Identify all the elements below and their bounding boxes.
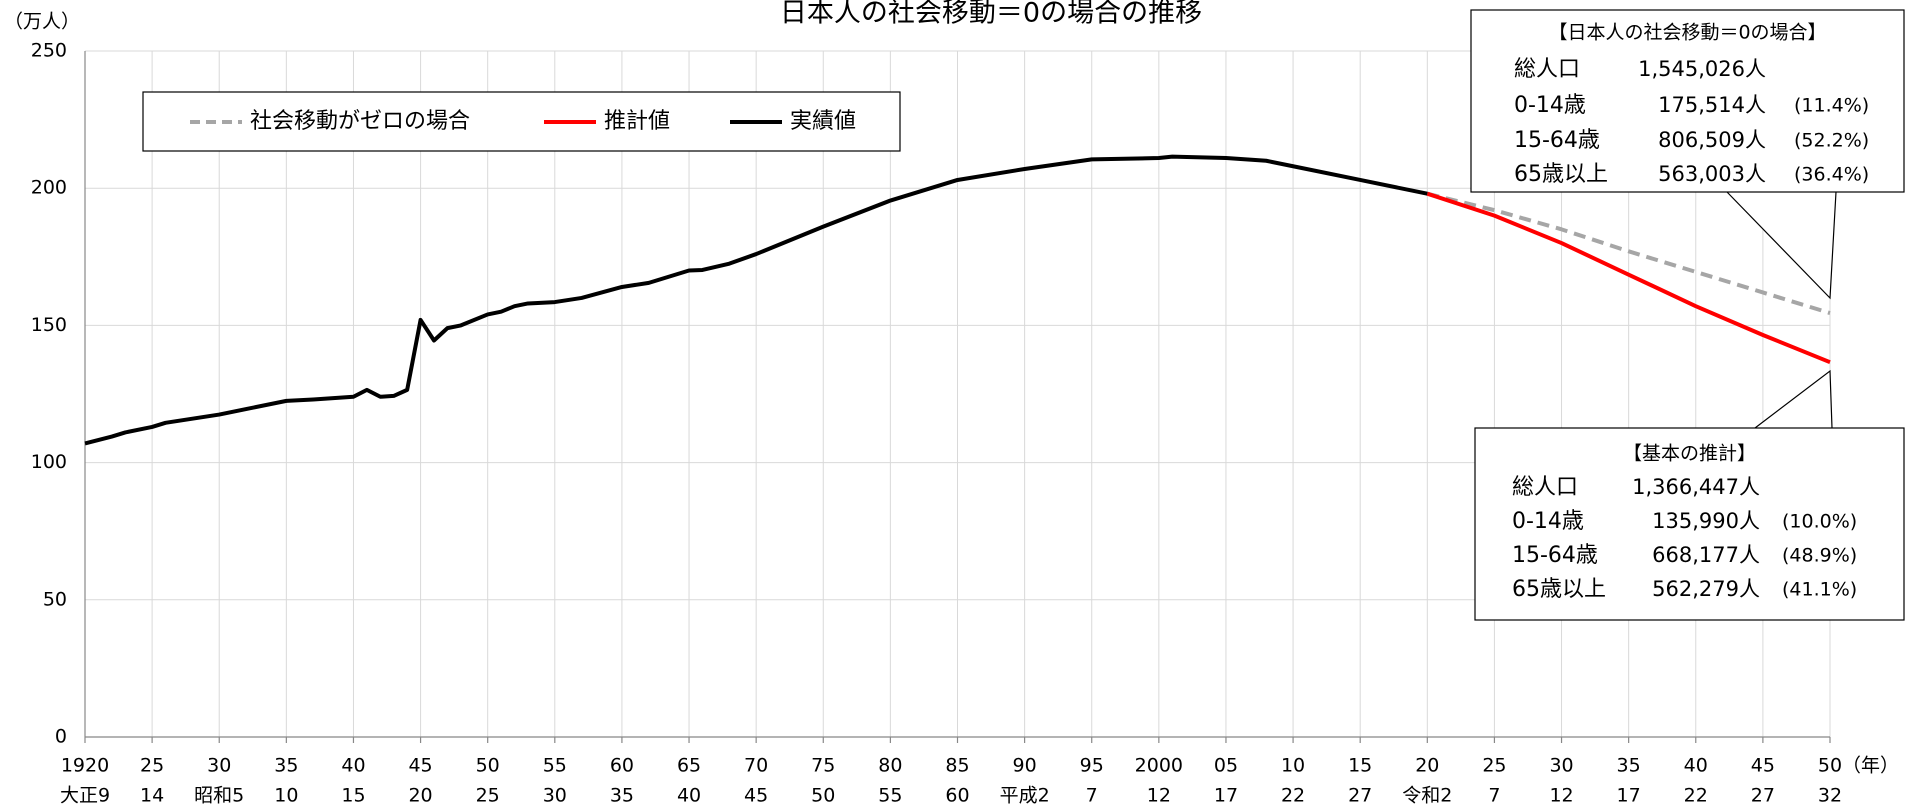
x-era-label: 12 — [1549, 785, 1573, 807]
annotation-label: 15-64歳 — [1512, 543, 1598, 568]
x-tick-label: 65 — [677, 755, 701, 777]
x-era-label: 大正9 — [60, 785, 110, 807]
x-tick-label: 95 — [1080, 755, 1104, 777]
x-era-label: 14 — [140, 785, 164, 807]
chart-title: 日本人の社会移動＝0の場合の推移 — [780, 0, 1202, 29]
callout-pointer — [1726, 191, 1837, 300]
y-tick-label: 100 — [31, 451, 67, 473]
x-tick-label: 15 — [1348, 755, 1372, 777]
x-tick-label: 35 — [1617, 755, 1641, 777]
legend-label: 推計値 — [604, 109, 670, 134]
annotation-value: 562,279人 — [1652, 577, 1760, 601]
x-era-label: 15 — [341, 785, 365, 807]
x-tick-label: 30 — [1549, 755, 1573, 777]
x-tick-label: 25 — [140, 755, 164, 777]
y-tick-label: 150 — [31, 314, 67, 336]
x-era-label: 22 — [1684, 785, 1708, 807]
x-tick-label: 10 — [1281, 755, 1305, 777]
x-tick-label: 80 — [878, 755, 902, 777]
x-tick-label: 05 — [1214, 755, 1238, 777]
annotation-percent: (52.2%) — [1794, 130, 1869, 152]
x-era-label: 27 — [1751, 785, 1775, 807]
y-tick-label: 200 — [31, 177, 67, 199]
x-era-label: 40 — [677, 785, 701, 807]
x-era-label: 35 — [610, 785, 634, 807]
series-line — [84, 154, 1428, 446]
y-unit: （万人） — [4, 11, 80, 33]
x-era-label: 平成2 — [1000, 785, 1050, 807]
x-era-label: 12 — [1147, 785, 1171, 807]
x-tick-label: 50 — [476, 755, 500, 777]
x-tick-label: 45 — [1751, 755, 1775, 777]
x-tick-label: 1920 — [61, 755, 109, 777]
x-era-label: 17 — [1617, 785, 1641, 807]
annotation-title: 【基本の推計】 — [1623, 443, 1756, 465]
x-era-label: 45 — [744, 785, 768, 807]
x-tick-label: 20 — [1415, 755, 1439, 777]
annotation-box — [1470, 9, 1905, 193]
x-tick-label: 60 — [610, 755, 634, 777]
annotation-label: 65歳以上 — [1514, 162, 1608, 187]
annotation-label: 15-64歳 — [1514, 128, 1600, 153]
x-unit: （年） — [1842, 755, 1899, 777]
x-tick-label: 75 — [811, 755, 835, 777]
annotation-label: 総人口 — [1512, 475, 1578, 500]
x-tick-label: 35 — [274, 755, 298, 777]
annotation-percent: (36.4%) — [1794, 164, 1869, 186]
x-tick-label: 55 — [543, 755, 567, 777]
x-era-label: 55 — [878, 785, 902, 807]
x-era-label: 令和2 — [1402, 785, 1452, 807]
x-tick-label: 85 — [945, 755, 969, 777]
annotation-value: 563,003人 — [1658, 162, 1766, 186]
annotation-percent: (10.0%) — [1782, 511, 1857, 533]
annotation-percent: (48.9%) — [1782, 545, 1857, 567]
annotation-label: 0-14歳 — [1512, 509, 1584, 534]
series-line — [1426, 191, 1831, 315]
x-era-label: 7 — [1086, 785, 1098, 807]
annotation-label: 65歳以上 — [1512, 577, 1606, 602]
annotation-percent: (41.1%) — [1782, 579, 1857, 601]
x-tick-label: 45 — [408, 755, 432, 777]
x-tick-label: 40 — [1684, 755, 1708, 777]
y-tick-label: 0 — [55, 726, 67, 748]
annotation-box — [1474, 427, 1905, 621]
x-era-label: 7 — [1488, 785, 1500, 807]
x-era-label: 60 — [945, 785, 969, 807]
annotation-title: 【日本人の社会移動＝0の場合】 — [1548, 22, 1826, 44]
x-era-label: 10 — [274, 785, 298, 807]
x-era-label: 32 — [1818, 785, 1842, 807]
x-tick-label: 25 — [1482, 755, 1506, 777]
x-tick-label: 2000 — [1135, 755, 1183, 777]
x-era-label: 50 — [811, 785, 835, 807]
annotation-value: 1,545,026人 — [1638, 57, 1766, 81]
y-tick-label: 250 — [31, 40, 67, 62]
annotation-value: 668,177人 — [1652, 543, 1760, 567]
x-era-label: 20 — [408, 785, 432, 807]
x-era-label: 17 — [1214, 785, 1238, 807]
annotation-label: 総人口 — [1514, 57, 1580, 82]
annotation-value: 1,366,447人 — [1632, 475, 1760, 499]
series-line — [1426, 191, 1831, 365]
x-era-label: 昭和5 — [194, 785, 244, 807]
x-era-label: 25 — [476, 785, 500, 807]
x-era-label: 27 — [1348, 785, 1372, 807]
annotation-value: 135,990人 — [1652, 509, 1760, 533]
x-tick-label: 40 — [341, 755, 365, 777]
x-tick-label: 50 — [1818, 755, 1842, 777]
x-tick-label: 90 — [1013, 755, 1037, 777]
legend-label: 実績値 — [790, 109, 856, 134]
annotation-percent: (11.4%) — [1794, 95, 1869, 117]
annotation-label: 0-14歳 — [1514, 93, 1586, 118]
x-era-label: 30 — [543, 785, 567, 807]
annotation-value: 175,514人 — [1658, 93, 1766, 117]
x-tick-label: 70 — [744, 755, 768, 777]
annotation-value: 806,509人 — [1658, 128, 1766, 152]
x-tick-label: 30 — [207, 755, 231, 777]
y-tick-label: 50 — [43, 588, 67, 610]
callout-pointer — [1754, 369, 1833, 429]
x-era-label: 22 — [1281, 785, 1305, 807]
legend-label: 社会移動がゼロの場合 — [250, 109, 470, 134]
